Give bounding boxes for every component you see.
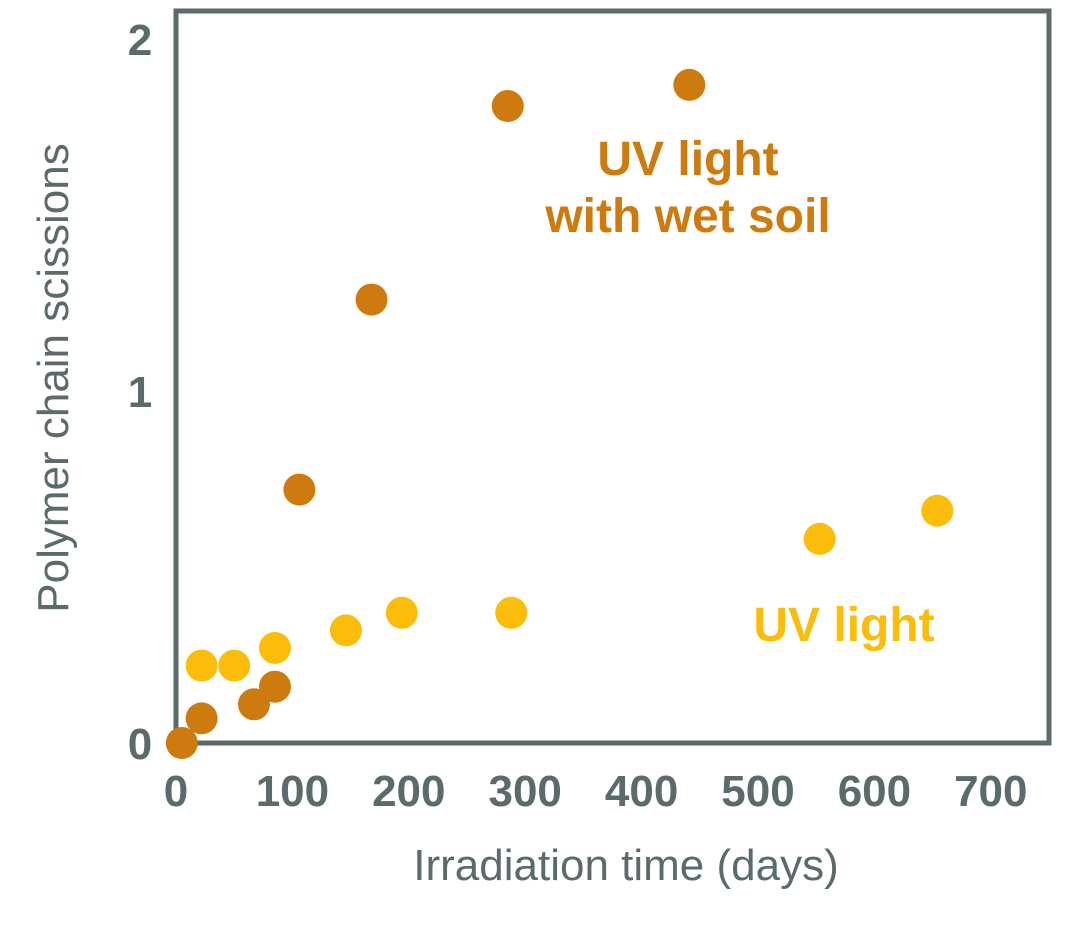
- data-point-series-1: [258, 631, 291, 664]
- data-point-series-0: [185, 702, 218, 735]
- data-point-series-0: [283, 473, 316, 506]
- y-axis-title: Polymer chain scissions: [29, 143, 78, 613]
- data-point-series-0: [165, 727, 198, 759]
- x-axis-title: Irradiation time (days): [413, 841, 838, 890]
- data-point-series-0: [491, 90, 524, 123]
- y-tick-label: 1: [128, 368, 152, 417]
- x-tick-label: 700: [954, 767, 1027, 816]
- plot-frame: [173, 8, 1052, 746]
- annotation-uv-wet-soil-line-1: UV light: [597, 133, 778, 186]
- y-tick-label: 0: [128, 720, 152, 769]
- data-point-series-0: [673, 68, 706, 101]
- plot-marks: 0 100 200 300 400 500 600 700 0 1 2: [128, 8, 1052, 816]
- data-point-series-0: [237, 688, 270, 721]
- x-tick-label: 0: [164, 767, 188, 816]
- x-tick-label: 300: [488, 767, 561, 816]
- y-tick-label: 2: [128, 16, 152, 65]
- x-tick-label: 100: [256, 767, 329, 816]
- annotation-uv-light: UV light: [753, 599, 934, 652]
- x-tick-label: 500: [721, 767, 794, 816]
- x-tick-label: 400: [605, 767, 678, 816]
- data-point-series-1: [803, 522, 836, 555]
- annotation-uv-wet-soil-line-2: with wet soil: [544, 190, 830, 243]
- data-point-series-1: [329, 614, 362, 647]
- data-point-series-1: [495, 596, 528, 629]
- x-tick-label: 600: [838, 767, 911, 816]
- data-point-series-0: [258, 670, 291, 703]
- data-point-series-1: [921, 494, 954, 527]
- data-point-series-1: [185, 649, 218, 682]
- data-point-series-1: [218, 649, 251, 682]
- x-tick-label: 200: [372, 767, 445, 816]
- data-point-series-1: [385, 596, 418, 629]
- data-point-series-0: [355, 283, 388, 316]
